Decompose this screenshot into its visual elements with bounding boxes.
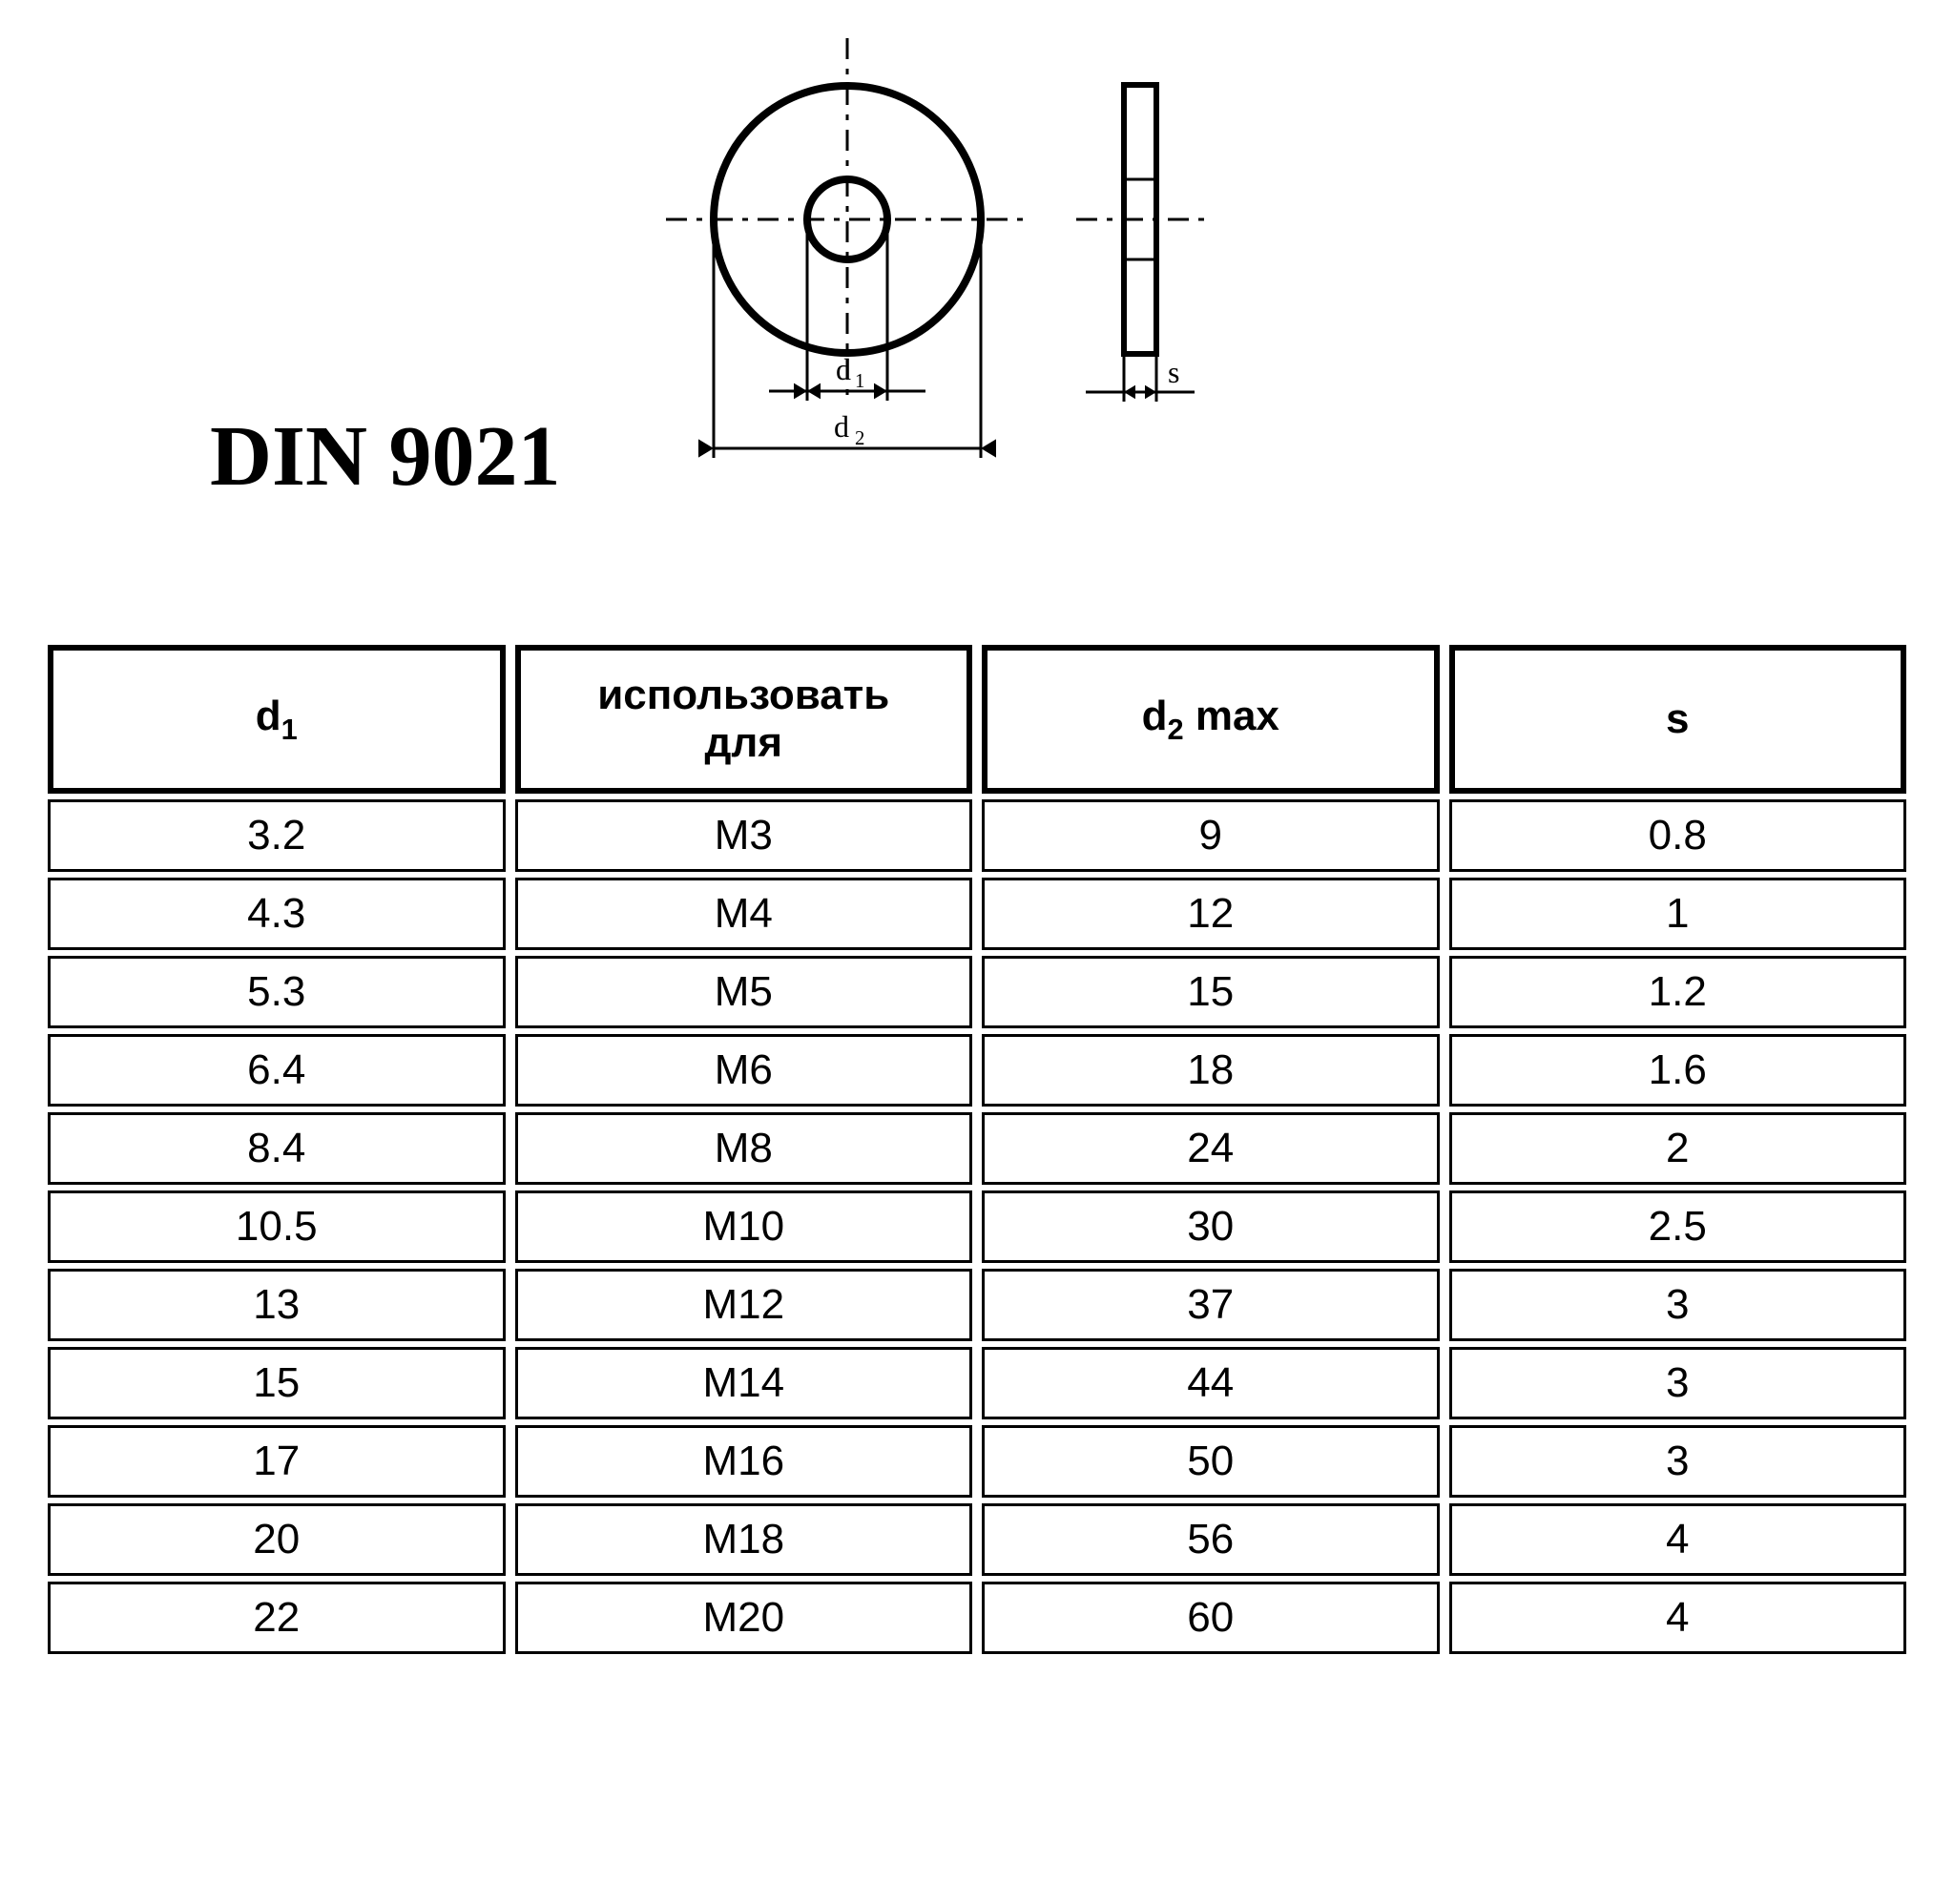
table-cell: 6.4	[48, 1034, 506, 1107]
table-cell: 50	[982, 1425, 1440, 1498]
table-cell: M3	[515, 799, 973, 872]
svg-text:s: s	[1168, 355, 1179, 389]
table-cell: 17	[48, 1425, 506, 1498]
table-row: 3.2M390.8	[48, 799, 1906, 872]
svg-text:d: d	[834, 409, 849, 444]
table-row: 10.5M10302.5	[48, 1190, 1906, 1263]
table-row: 5.3M5151.2	[48, 956, 1906, 1028]
table-cell: 15	[982, 956, 1440, 1028]
page-title: DIN 9021	[210, 407, 561, 506]
table-cell: 18	[982, 1034, 1440, 1107]
table-cell: M16	[515, 1425, 973, 1498]
table-cell: 4	[1449, 1503, 1907, 1576]
dimensions-table: d1использоватьдляd2 maxs 3.2M390.84.3M41…	[38, 639, 1916, 1660]
table-body: 3.2M390.84.3M41215.3M5151.26.4M6181.68.4…	[48, 799, 1906, 1654]
washer-svg: d1d2s	[628, 38, 1315, 515]
table-cell: 24	[982, 1112, 1440, 1185]
table-cell: 2.5	[1449, 1190, 1907, 1263]
svg-text:d: d	[836, 352, 851, 386]
table-row: 17M16503	[48, 1425, 1906, 1498]
table-row: 13M12373	[48, 1269, 1906, 1341]
table-header-row: d1использоватьдляd2 maxs	[48, 645, 1906, 794]
table-cell: M18	[515, 1503, 973, 1576]
table-row: 4.3M4121	[48, 878, 1906, 950]
table-cell: M6	[515, 1034, 973, 1107]
col-header-0: d1	[48, 645, 506, 794]
table-row: 22M20604	[48, 1582, 1906, 1654]
table-cell: 2	[1449, 1112, 1907, 1185]
table-cell: 1.6	[1449, 1034, 1907, 1107]
table-cell: 20	[48, 1503, 506, 1576]
table-cell: M20	[515, 1582, 973, 1654]
col-header-1: использоватьдля	[515, 645, 973, 794]
table-row: 6.4M6181.6	[48, 1034, 1906, 1107]
table-cell: 15	[48, 1347, 506, 1419]
svg-text:2: 2	[855, 427, 864, 449]
table-cell: 9	[982, 799, 1440, 872]
table-cell: 1.2	[1449, 956, 1907, 1028]
table-cell: 3	[1449, 1269, 1907, 1341]
table-cell: 5.3	[48, 956, 506, 1028]
table-cell: M5	[515, 956, 973, 1028]
table-row: 20M18564	[48, 1503, 1906, 1576]
table-cell: M10	[515, 1190, 973, 1263]
table-cell: 56	[982, 1503, 1440, 1576]
table-cell: 60	[982, 1582, 1440, 1654]
table-cell: M4	[515, 878, 973, 950]
table-cell: 3	[1449, 1425, 1907, 1498]
table-cell: 12	[982, 878, 1440, 950]
table-cell: 13	[48, 1269, 506, 1341]
header-area: DIN 9021 d1d2s	[38, 38, 1916, 515]
table-cell: 30	[982, 1190, 1440, 1263]
svg-text:1: 1	[855, 370, 864, 392]
table-cell: 37	[982, 1269, 1440, 1341]
table-cell: 8.4	[48, 1112, 506, 1185]
table-cell: 0.8	[1449, 799, 1907, 872]
table-row: 15M14443	[48, 1347, 1906, 1419]
table-cell: 22	[48, 1582, 506, 1654]
table-cell: 4.3	[48, 878, 506, 950]
table-cell: 3	[1449, 1347, 1907, 1419]
table-row: 8.4M8242	[48, 1112, 1906, 1185]
table-cell: 3.2	[48, 799, 506, 872]
table-cell: 1	[1449, 878, 1907, 950]
col-header-3: s	[1449, 645, 1907, 794]
col-header-2: d2 max	[982, 645, 1440, 794]
table-cell: 4	[1449, 1582, 1907, 1654]
table-cell: M14	[515, 1347, 973, 1419]
washer-diagram: d1d2s	[628, 38, 1315, 515]
table-head: d1использоватьдляd2 maxs	[48, 645, 1906, 794]
table-cell: M12	[515, 1269, 973, 1341]
table-cell: 44	[982, 1347, 1440, 1419]
table-cell: M8	[515, 1112, 973, 1185]
table-cell: 10.5	[48, 1190, 506, 1263]
